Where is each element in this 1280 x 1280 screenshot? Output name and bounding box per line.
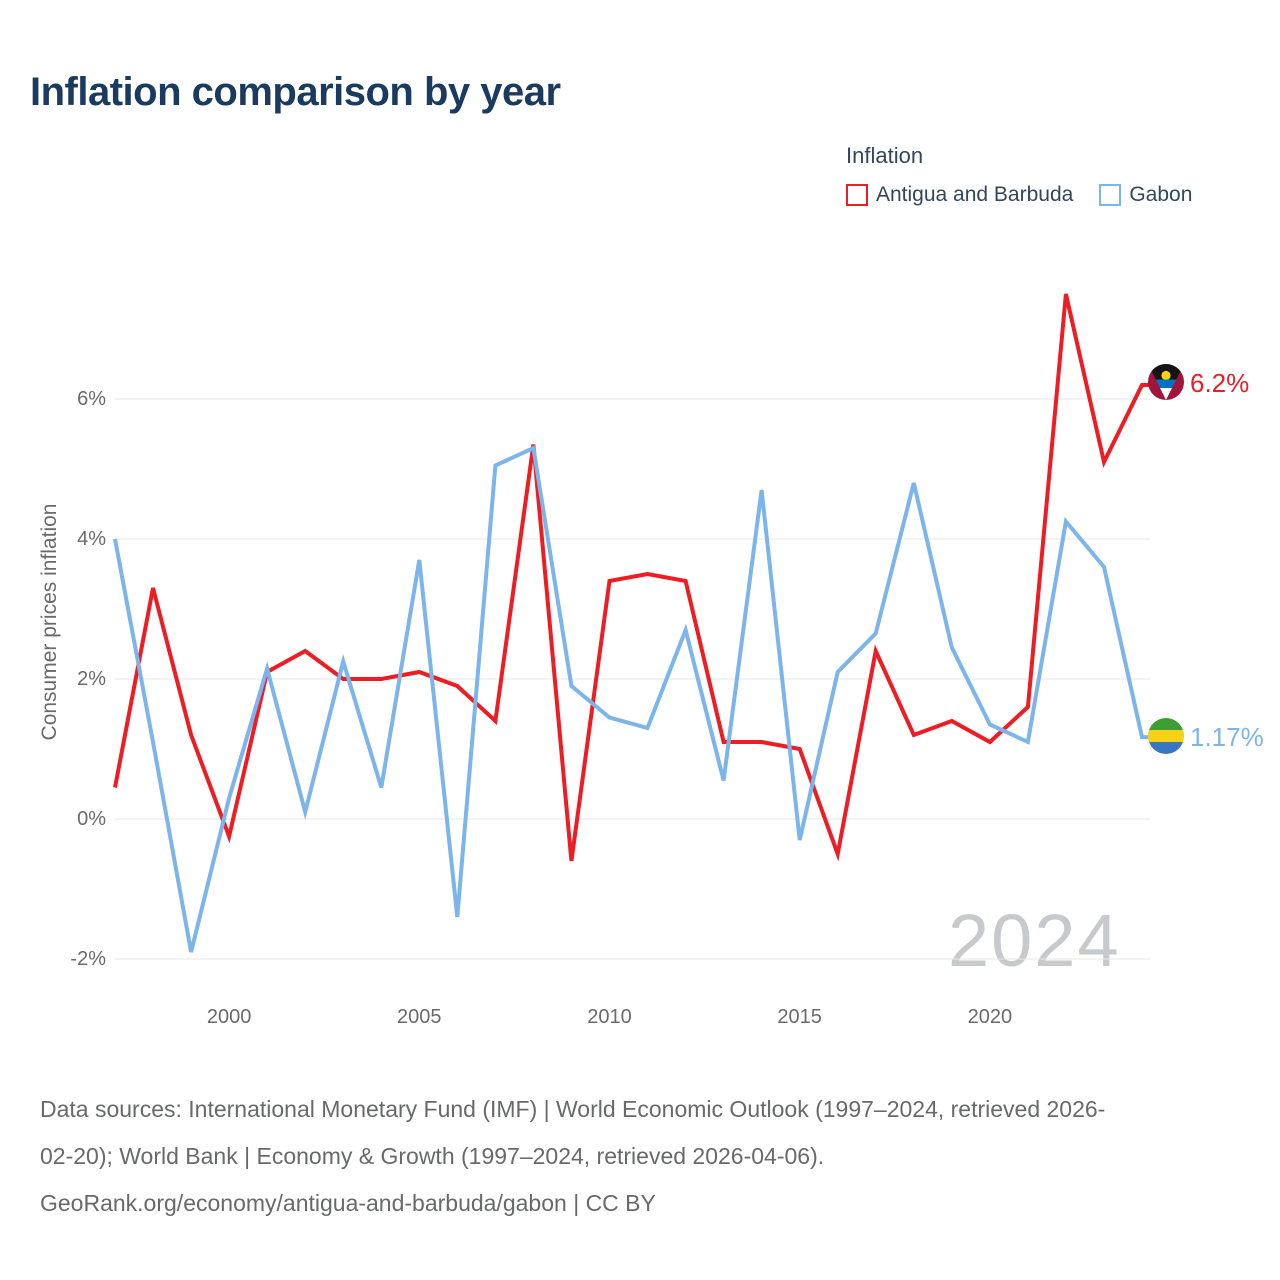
page-title: Inflation comparison by year (30, 70, 561, 114)
y-tick-0%: 0% (77, 808, 106, 830)
data-sources-line-1: Data sources: International Monetary Fun… (40, 1096, 1106, 1122)
gabon-flag-icon (1148, 718, 1184, 754)
y-tick--2%: -2% (70, 948, 106, 970)
series-line-gabon (113, 445, 1154, 953)
antigua-and-barbuda-flag-icon (1148, 364, 1184, 400)
legend-item-label: Gabon (1129, 183, 1193, 206)
antigua-end-value-label: 6.2% (1190, 368, 1250, 398)
year-watermark: 2024 (948, 899, 1121, 982)
x-tick-2010: 2010 (587, 1006, 632, 1028)
legend-row: Antigua and Barbuda Gabon (846, 183, 1210, 207)
y-tick-4%: 4% (77, 528, 106, 550)
gabon-end-value-label: 1.17% (1190, 722, 1264, 752)
y-tick-2%: 2% (77, 668, 106, 690)
y-tick-6%: 6% (77, 388, 106, 410)
legend-item-gabon[interactable]: Gabon (1099, 183, 1192, 207)
legend-item-label: Antigua and Barbuda (876, 183, 1074, 206)
antigua-series-swatch-icon (846, 184, 868, 206)
data-sources-line-2: 02-20); World Bank | Economy & Growth (1… (40, 1143, 825, 1169)
footer: Data sources: International Monetary Fun… (40, 1086, 1250, 1227)
x-tick-2000: 2000 (206, 1006, 252, 1028)
gabon-series-swatch-icon (1099, 184, 1122, 206)
x-tick-2005: 2005 (397, 1006, 442, 1028)
x-tick-2015: 2015 (777, 1006, 822, 1028)
attribution-link-line[interactable]: GeoRank.org/economy/antigua-and-barbuda/… (40, 1190, 656, 1216)
series-line-antigua-and-barbuda (113, 293, 1154, 862)
chart-legend: Inflation Antigua and Barbuda Gabon (846, 143, 1210, 207)
legend-title: Inflation (846, 143, 924, 168)
legend-item-antigua-and-barbuda[interactable]: Antigua and Barbuda (846, 183, 1073, 207)
x-tick-2020: 2020 (967, 1006, 1013, 1028)
